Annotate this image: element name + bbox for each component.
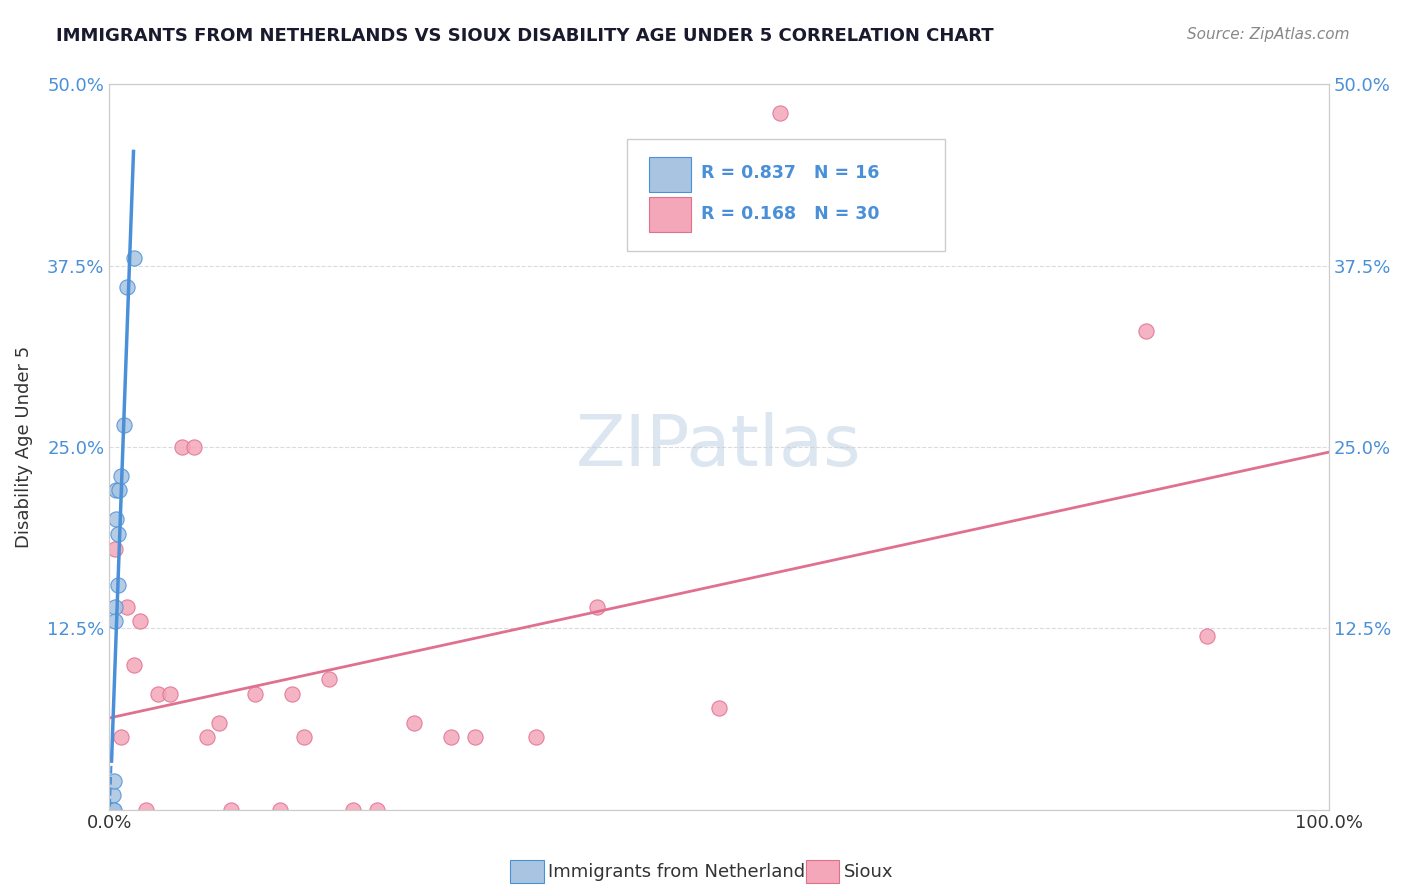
- Text: R = 0.837   N = 16: R = 0.837 N = 16: [700, 164, 879, 182]
- Point: [440, 730, 463, 744]
- Point: [135, 803, 157, 817]
- Point: [366, 803, 388, 817]
- Point: [122, 252, 145, 266]
- Point: [105, 512, 128, 526]
- Point: [245, 686, 267, 700]
- Point: [292, 730, 315, 744]
- Point: [128, 614, 150, 628]
- Point: [183, 440, 205, 454]
- Point: [100, 803, 122, 817]
- Text: ZIPatlas: ZIPatlas: [576, 412, 862, 482]
- Point: [402, 715, 425, 730]
- Point: [108, 483, 131, 498]
- Point: [269, 803, 291, 817]
- Point: [112, 418, 135, 433]
- Point: [208, 715, 231, 730]
- Point: [101, 803, 124, 817]
- FancyBboxPatch shape: [627, 139, 945, 252]
- Point: [104, 614, 127, 628]
- Text: Source: ZipAtlas.com: Source: ZipAtlas.com: [1187, 27, 1350, 42]
- Point: [110, 730, 132, 744]
- Point: [159, 686, 181, 700]
- Y-axis label: Disability Age Under 5: Disability Age Under 5: [15, 346, 32, 548]
- FancyBboxPatch shape: [650, 197, 690, 232]
- Point: [769, 106, 792, 120]
- Point: [107, 578, 129, 592]
- Point: [281, 686, 304, 700]
- Point: [104, 599, 127, 614]
- Point: [103, 803, 125, 817]
- Point: [524, 730, 547, 744]
- Point: [103, 773, 125, 788]
- Point: [101, 788, 124, 802]
- Point: [146, 686, 169, 700]
- Point: [586, 599, 609, 614]
- Point: [98, 803, 121, 817]
- Text: Sioux: Sioux: [844, 863, 893, 881]
- Point: [342, 803, 364, 817]
- Point: [318, 672, 340, 686]
- Point: [707, 701, 730, 715]
- FancyBboxPatch shape: [650, 157, 690, 193]
- Text: R = 0.168   N = 30: R = 0.168 N = 30: [700, 204, 879, 222]
- Point: [122, 657, 145, 672]
- Point: [105, 483, 128, 498]
- Point: [1195, 628, 1218, 642]
- Point: [117, 599, 139, 614]
- Point: [107, 527, 129, 541]
- Point: [1135, 324, 1157, 338]
- Point: [172, 440, 194, 454]
- Point: [104, 541, 127, 556]
- Point: [110, 469, 132, 483]
- Text: Immigrants from Netherlands: Immigrants from Netherlands: [548, 863, 815, 881]
- Point: [195, 730, 218, 744]
- Point: [219, 803, 242, 817]
- Point: [117, 280, 139, 294]
- Point: [464, 730, 486, 744]
- Text: IMMIGRANTS FROM NETHERLANDS VS SIOUX DISABILITY AGE UNDER 5 CORRELATION CHART: IMMIGRANTS FROM NETHERLANDS VS SIOUX DIS…: [56, 27, 994, 45]
